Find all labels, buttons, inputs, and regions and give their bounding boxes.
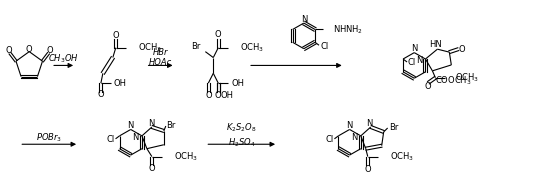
Text: Br: Br — [388, 123, 398, 131]
Text: O: O — [459, 45, 466, 54]
Text: N: N — [301, 15, 307, 24]
Text: CH$_3$OH: CH$_3$OH — [48, 52, 79, 65]
Text: OCH$_3$: OCH$_3$ — [390, 150, 414, 163]
Text: HN: HN — [429, 40, 442, 49]
Text: O: O — [365, 165, 371, 174]
Text: N: N — [411, 44, 418, 53]
Text: POBr$_3$: POBr$_3$ — [36, 131, 62, 144]
Text: Cl: Cl — [106, 135, 115, 144]
Text: OH: OH — [114, 79, 127, 88]
Text: OH: OH — [231, 79, 244, 88]
Text: OCH$_3$: OCH$_3$ — [240, 41, 265, 54]
Text: OH: OH — [220, 92, 233, 100]
Text: OCH$_3$: OCH$_3$ — [174, 150, 198, 163]
Text: O: O — [46, 46, 53, 55]
Text: O: O — [215, 92, 222, 100]
Text: OCH$_3$: OCH$_3$ — [138, 41, 162, 54]
Text: Br: Br — [191, 42, 200, 51]
Text: O: O — [149, 164, 155, 173]
Text: Br: Br — [166, 121, 175, 130]
Text: Cl: Cl — [325, 135, 333, 144]
Text: O: O — [97, 90, 104, 99]
Text: K$_2$S$_2$O$_8$
H$_2$SO$_4$: K$_2$S$_2$O$_8$ H$_2$SO$_4$ — [226, 122, 257, 149]
Text: O: O — [424, 82, 431, 91]
Text: N: N — [148, 119, 154, 128]
Text: Cl: Cl — [407, 58, 415, 67]
Text: O: O — [215, 30, 222, 39]
Text: O: O — [113, 31, 119, 40]
Text: O: O — [6, 46, 12, 55]
Text: O: O — [26, 45, 32, 54]
Text: N: N — [352, 133, 358, 142]
Text: NHNH$_2$: NHNH$_2$ — [333, 23, 363, 36]
Text: N: N — [416, 55, 423, 64]
Text: O: O — [205, 92, 212, 100]
Text: OCH$_3$: OCH$_3$ — [456, 71, 479, 84]
Text: N: N — [128, 121, 134, 130]
Text: N: N — [346, 121, 353, 130]
Text: Cl: Cl — [320, 42, 328, 51]
Text: N: N — [367, 119, 373, 128]
Text: N: N — [133, 133, 139, 142]
Text: COOCH$_3$: COOCH$_3$ — [436, 74, 472, 87]
Text: HBr
HOAc: HBr HOAc — [149, 48, 172, 67]
